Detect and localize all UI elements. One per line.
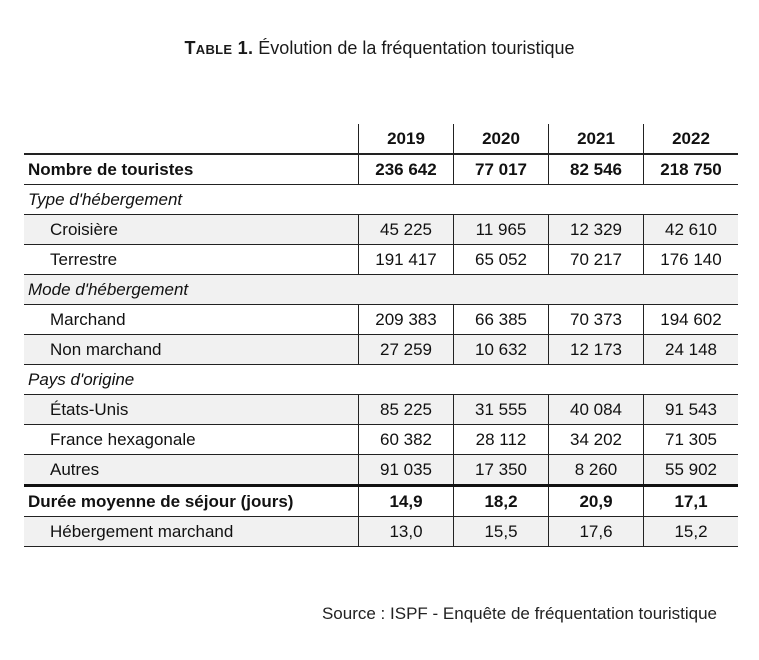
- row-label: États-Unis: [24, 394, 359, 425]
- row-label: Hébergement marchand: [24, 516, 359, 547]
- cell-2020: 10 632: [453, 334, 549, 365]
- cell-2019: 27 259: [358, 334, 454, 365]
- cell-2021: 8 260: [548, 454, 644, 486]
- table-number: Table 1.: [184, 38, 254, 58]
- table-row-section-pays: Pays d'origine: [24, 364, 738, 395]
- cell-2020: 31 555: [453, 394, 549, 425]
- row-label: Marchand: [24, 304, 359, 335]
- table-row-section-mode: Mode d'hébergement: [24, 274, 738, 305]
- cell-2021: 70 373: [548, 304, 644, 335]
- table-row-terrestre: Terrestre 191 417 65 052 70 217 176 140: [24, 244, 738, 275]
- cell-2020: 11 965: [453, 214, 549, 245]
- cell-2021: 34 202: [548, 424, 644, 455]
- row-label: Nombre de touristes: [24, 154, 359, 185]
- cell-2019: 14,9: [358, 484, 454, 517]
- header-2020: 2020: [453, 124, 549, 155]
- section-label: Type d'hébergement: [24, 184, 738, 215]
- cell-2022: 15,2: [643, 516, 738, 547]
- cell-2020: 28 112: [453, 424, 549, 455]
- table-row-croisiere: Croisière 45 225 11 965 12 329 42 610: [24, 214, 738, 245]
- cell-2019: 45 225: [358, 214, 454, 245]
- cell-2019: 236 642: [358, 154, 454, 185]
- cell-2022: 24 148: [643, 334, 738, 365]
- cell-2019: 209 383: [358, 304, 454, 335]
- row-label: Autres: [24, 454, 359, 486]
- cell-2022: 91 543: [643, 394, 738, 425]
- row-label: Non marchand: [24, 334, 359, 365]
- header-2022: 2022: [643, 124, 738, 155]
- cell-2022: 218 750: [643, 154, 738, 185]
- cell-2021: 82 546: [548, 154, 644, 185]
- table-row-section-type: Type d'hébergement: [24, 184, 738, 215]
- section-label: Pays d'origine: [24, 364, 738, 395]
- cell-2019: 60 382: [358, 424, 454, 455]
- cell-2020: 17 350: [453, 454, 549, 486]
- table-title-text: Évolution de la fréquentation touristiqu…: [258, 38, 575, 58]
- cell-2021: 70 217: [548, 244, 644, 275]
- table-row-marchand: Marchand 209 383 66 385 70 373 194 602: [24, 304, 738, 335]
- table-row-duree-moyenne: Durée moyenne de séjour (jours) 14,9 18,…: [24, 484, 738, 517]
- header-corner: [24, 124, 359, 155]
- cell-2021: 17,6: [548, 516, 644, 547]
- row-label: Croisière: [24, 214, 359, 245]
- cell-2022: 55 902: [643, 454, 738, 486]
- cell-2019: 91 035: [358, 454, 454, 486]
- row-label: Durée moyenne de séjour (jours): [24, 484, 359, 517]
- table-row-etats-unis: États-Unis 85 225 31 555 40 084 91 543: [24, 394, 738, 425]
- section-label: Mode d'hébergement: [24, 274, 738, 305]
- cell-2021: 40 084: [548, 394, 644, 425]
- cell-2019: 191 417: [358, 244, 454, 275]
- cell-2022: 17,1: [643, 484, 738, 517]
- cell-2021: 12 173: [548, 334, 644, 365]
- header-2019: 2019: [358, 124, 454, 155]
- cell-2021: 12 329: [548, 214, 644, 245]
- cell-2019: 85 225: [358, 394, 454, 425]
- cell-2022: 176 140: [643, 244, 738, 275]
- table-row-nombre-de-touristes: Nombre de touristes 236 642 77 017 82 54…: [24, 154, 738, 185]
- cell-2022: 194 602: [643, 304, 738, 335]
- cell-2021: 20,9: [548, 484, 644, 517]
- table-title: Table 1. Évolution de la fréquentation t…: [0, 38, 759, 59]
- tourism-table: 2019 2020 2021 2022 Nombre de touristes …: [24, 124, 738, 547]
- source-note: Source : ISPF - Enquête de fréquentation…: [321, 604, 717, 623]
- table-row-autres: Autres 91 035 17 350 8 260 55 902: [24, 454, 738, 486]
- cell-2020: 18,2: [453, 484, 549, 517]
- table-row-non-marchand: Non marchand 27 259 10 632 12 173 24 148: [24, 334, 738, 365]
- row-label: France hexagonale: [24, 424, 359, 455]
- cell-2020: 77 017: [453, 154, 549, 185]
- cell-2020: 65 052: [453, 244, 549, 275]
- cell-2020: 15,5: [453, 516, 549, 547]
- cell-2022: 71 305: [643, 424, 738, 455]
- table-row-france-hexagonale: France hexagonale 60 382 28 112 34 202 7…: [24, 424, 738, 455]
- header-2021: 2021: [548, 124, 644, 155]
- cell-2019: 13,0: [358, 516, 454, 547]
- header-row: 2019 2020 2021 2022: [24, 124, 738, 155]
- cell-2020: 66 385: [453, 304, 549, 335]
- table-row-hebergement-marchand: Hébergement marchand 13,0 15,5 17,6 15,2: [24, 516, 738, 547]
- row-label: Terrestre: [24, 244, 359, 275]
- cell-2022: 42 610: [643, 214, 738, 245]
